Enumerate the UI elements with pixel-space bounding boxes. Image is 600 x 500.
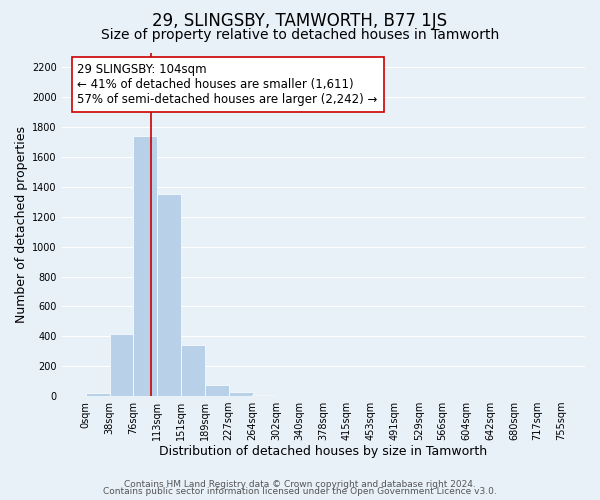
- Bar: [229, 392, 253, 396]
- Bar: [110, 334, 133, 396]
- Text: 29, SLINGSBY, TAMWORTH, B77 1JS: 29, SLINGSBY, TAMWORTH, B77 1JS: [152, 12, 448, 30]
- Bar: [133, 136, 157, 396]
- Bar: [86, 393, 110, 396]
- Text: Contains HM Land Registry data © Crown copyright and database right 2024.: Contains HM Land Registry data © Crown c…: [124, 480, 476, 489]
- Text: Size of property relative to detached houses in Tamworth: Size of property relative to detached ho…: [101, 28, 499, 42]
- Text: 29 SLINGSBY: 104sqm
← 41% of detached houses are smaller (1,611)
57% of semi-det: 29 SLINGSBY: 104sqm ← 41% of detached ho…: [77, 63, 378, 106]
- Bar: [252, 395, 276, 396]
- Bar: [157, 194, 181, 396]
- Y-axis label: Number of detached properties: Number of detached properties: [15, 126, 28, 322]
- Text: Contains public sector information licensed under the Open Government Licence v3: Contains public sector information licen…: [103, 487, 497, 496]
- Bar: [181, 345, 205, 396]
- Bar: [205, 385, 229, 396]
- X-axis label: Distribution of detached houses by size in Tamworth: Distribution of detached houses by size …: [160, 444, 487, 458]
